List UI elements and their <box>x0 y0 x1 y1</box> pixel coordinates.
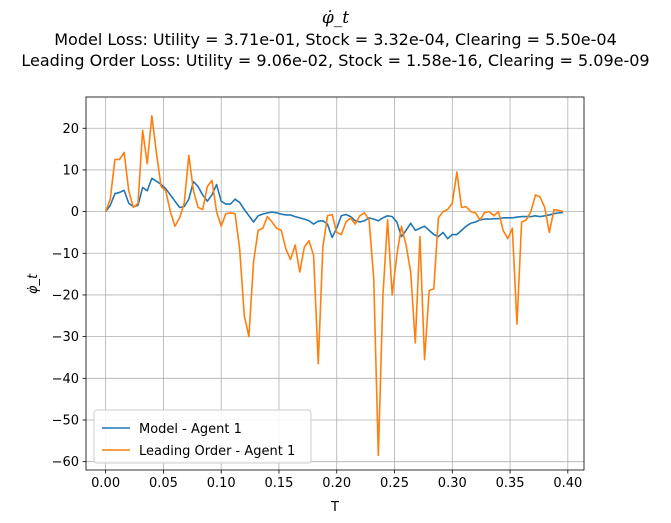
x-tick-label: 0.25 <box>380 476 409 491</box>
series-line-1 <box>104 114 564 457</box>
y-tick-label: 0 <box>71 205 79 220</box>
x-tick-label: 0.15 <box>264 476 293 491</box>
legend-box <box>93 409 312 464</box>
x-axis-label: T <box>330 500 339 515</box>
y-tick-label: −50 <box>52 413 79 428</box>
legend-label-leading-order: Leading Order - Agent 1 <box>139 444 295 459</box>
y-tick-label: 10 <box>62 163 79 178</box>
grid <box>86 97 584 470</box>
x-tick-label: 0.30 <box>438 476 467 491</box>
y-tick-label: −20 <box>52 288 79 303</box>
chart-title: φ̇_t <box>321 8 350 28</box>
chart-subtitle-model-loss: Model Loss: Utility = 3.71e-01, Stock = … <box>54 30 617 49</box>
y-tick-label: −10 <box>52 247 79 262</box>
legend: Model - Agent 1 Leading Order - Agent 1 <box>93 409 312 464</box>
plot-area-frame <box>85 96 585 471</box>
x-tick-label: 0.20 <box>322 476 351 491</box>
series-line-0 <box>104 177 564 240</box>
y-tick-label: −30 <box>52 330 79 345</box>
x-tick-label: 0.10 <box>207 476 236 491</box>
x-tick-label: 0.35 <box>496 476 525 491</box>
axis-ticks: 0.00 0.05 0.10 0.15 0.20 0.25 0.30 0.35 0.40 20 10… <box>52 122 583 491</box>
y-axis-label: φ̇_t <box>26 273 41 294</box>
legend-label-model: Model - Agent 1 <box>139 422 242 437</box>
chart-subtitle-leading-order-loss: Leading Order Loss: Utility = 9.06e-02, … <box>21 51 650 70</box>
x-tick-label: 0.40 <box>553 476 582 491</box>
series-lines <box>104 114 564 457</box>
x-tick-label: 0.00 <box>91 476 120 491</box>
x-tick-label: 0.05 <box>149 476 178 491</box>
chart-title-block: φ̇_t Model Loss: Utility = 3.71e-01, Sto… <box>0 8 671 71</box>
y-tick-label: −40 <box>52 372 79 387</box>
y-tick-label: 20 <box>62 122 79 137</box>
y-tick-label: −60 <box>52 455 79 470</box>
